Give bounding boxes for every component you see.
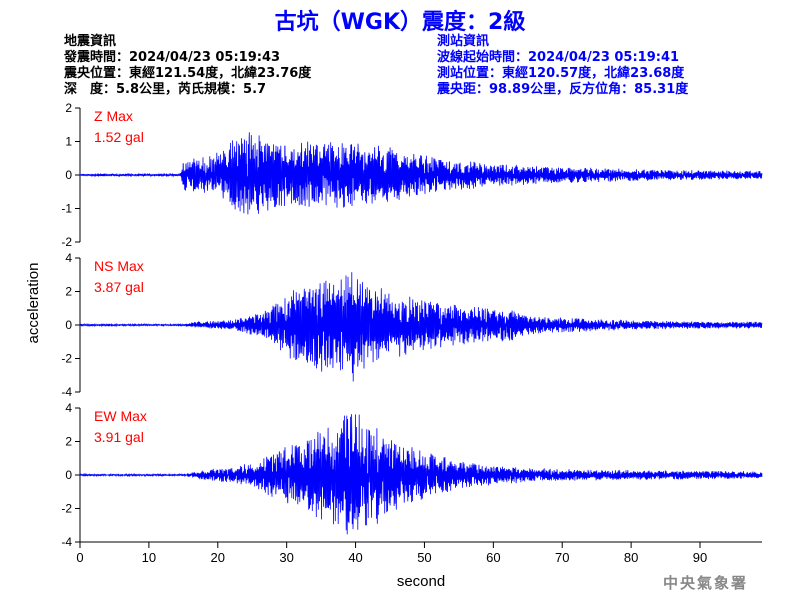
waveform-z [79,132,763,215]
waveform-ns [79,272,763,382]
y-tick-label: -2 [61,502,72,516]
x-tick-label: 50 [417,550,431,565]
x-tick-label: 20 [211,550,225,565]
panel-label-z: Z Max [94,108,133,124]
x-tick-label: 60 [486,550,500,565]
distance-azimuth: 震央距：98.89公里，反方位角：85.31度 [437,82,689,97]
x-tick-label: 30 [279,550,293,565]
x-tick-label: 40 [348,550,362,565]
panel-max-z: 1.52 gal [94,129,144,145]
depth-magnitude: 深 度：5.8公里，芮氏規模：5.7 [64,82,267,97]
panel-label-ew: EW Max [94,408,147,424]
origin-time: 發震時間：2024/04/23 05:19:43 [64,50,281,65]
waveform-ew [79,414,763,535]
quake-info: 地震資訊 發震時間：2024/04/23 05:19:43 震央位置：東經121… [64,34,311,98]
x-tick-label: 0 [76,550,83,565]
y-tick-label: 4 [65,401,72,415]
x-tick-label: 70 [555,550,569,565]
epicenter-location: 震央位置：東經121.54度，北緯23.76度 [64,66,312,81]
y-tick-label: -4 [61,385,72,399]
x-axis-title: second [397,573,445,590]
y-tick-label: 2 [65,435,72,449]
page-title: 古坑（WGK）震度：2級 [274,10,526,35]
y-tick-label: 0 [65,168,72,182]
y-tick-label: 2 [65,285,72,299]
y-axis-title: acceleration [25,263,42,344]
panel-max-ns: 3.87 gal [94,279,144,295]
station-location: 測站位置：東經120.57度，北緯23.68度 [437,66,685,81]
y-tick-label: 0 [65,468,72,482]
x-tick-label: 80 [624,550,638,565]
arrival-time: 波線起始時間：2024/04/23 05:19:41 [437,50,680,65]
y-tick-label: -4 [61,535,72,549]
quake-info-heading: 地震資訊 [64,34,117,49]
y-tick-label: -2 [61,352,72,366]
station-info: 測站資訊 波線起始時間：2024/04/23 05:19:41 測站位置：東經1… [437,34,688,98]
station-info-heading: 測站資訊 [437,34,490,49]
panel-label-ns: NS Max [94,258,144,274]
y-tick-label: 4 [65,251,72,265]
y-tick-label: -2 [61,235,72,249]
agency-credit: 中央氣象署 [662,574,748,592]
y-tick-label: 1 [65,135,72,149]
panel-max-ew: 3.91 gal [94,429,144,445]
y-tick-label: -1 [61,202,72,216]
y-tick-label: 0 [65,318,72,332]
y-tick-label: 2 [65,101,72,115]
x-tick-label: 10 [142,550,156,565]
x-tick-label: 90 [693,550,707,565]
